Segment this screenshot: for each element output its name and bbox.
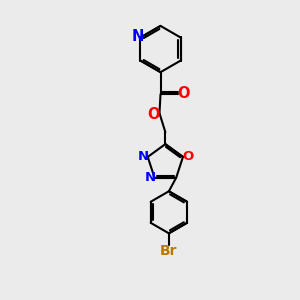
Text: N: N (144, 171, 155, 184)
Text: O: O (182, 150, 193, 164)
Text: Br: Br (160, 244, 178, 258)
Text: N: N (131, 29, 143, 44)
Text: N: N (138, 150, 149, 164)
Text: O: O (147, 107, 160, 122)
Text: O: O (177, 86, 190, 101)
